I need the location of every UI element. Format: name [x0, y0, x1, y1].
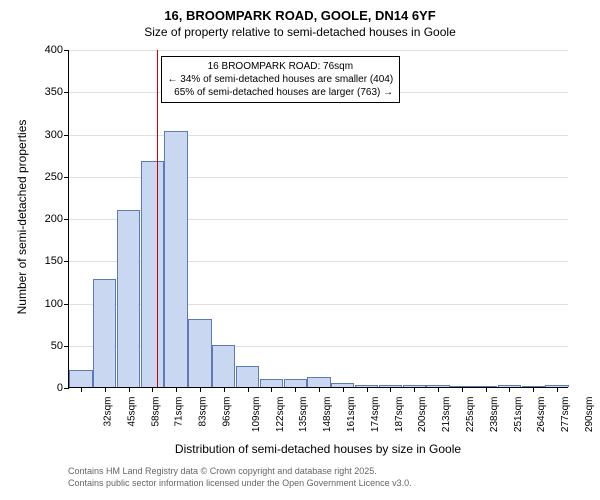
- annotation-line: 16 BROOMPARK ROAD: 76sqm: [168, 60, 394, 73]
- xtick-mark: [248, 387, 249, 392]
- xtick-label: 83sqm: [198, 397, 209, 427]
- ytick-mark: [64, 92, 69, 93]
- ytick-mark: [64, 219, 69, 220]
- footer-text: Contains HM Land Registry data © Crown c…: [68, 466, 412, 489]
- xtick-mark: [509, 387, 510, 392]
- xtick-label: 122sqm: [275, 397, 286, 433]
- xtick-label: 161sqm: [346, 397, 357, 433]
- xtick-label: 71sqm: [174, 397, 185, 427]
- annotation-line: ← 34% of semi-detached houses are smalle…: [168, 73, 394, 86]
- xtick-mark: [271, 387, 272, 392]
- ytick-mark: [64, 261, 69, 262]
- xtick-label: 148sqm: [322, 397, 333, 433]
- xtick-mark: [462, 387, 463, 392]
- annotation-box: 16 BROOMPARK ROAD: 76sqm← 34% of semi-de…: [161, 56, 401, 103]
- xtick-label: 225sqm: [465, 397, 476, 433]
- xtick-label: 213sqm: [441, 397, 452, 433]
- ytick-label: 400: [45, 44, 63, 56]
- xtick-label: 238sqm: [489, 397, 500, 433]
- ytick-mark: [64, 388, 69, 389]
- xtick-mark: [81, 387, 82, 392]
- histogram-bar: [164, 131, 187, 387]
- ytick-label: 250: [45, 171, 63, 183]
- histogram-bar: [236, 366, 259, 387]
- xtick-mark: [105, 387, 106, 392]
- chart-title: 16, BROOMPARK ROAD, GOOLE, DN14 6YF: [0, 8, 600, 23]
- xtick-mark: [390, 387, 391, 392]
- histogram-bar: [188, 319, 211, 387]
- xtick-mark: [129, 387, 130, 392]
- ytick-mark: [64, 50, 69, 51]
- xtick-mark: [533, 387, 534, 392]
- reference-line: [157, 50, 158, 387]
- xtick-label: 290sqm: [584, 397, 595, 433]
- ytick-label: 150: [45, 255, 63, 267]
- xtick-label: 96sqm: [221, 397, 232, 427]
- xtick-mark: [367, 387, 368, 392]
- histogram-bar: [307, 377, 330, 387]
- ytick-label: 100: [45, 298, 63, 310]
- xtick-mark: [557, 387, 558, 392]
- xtick-label: 264sqm: [537, 397, 548, 433]
- ytick-label: 300: [45, 129, 63, 141]
- chart-subtitle: Size of property relative to semi-detach…: [0, 25, 600, 39]
- chart-container: 16, BROOMPARK ROAD, GOOLE, DN14 6YF Size…: [0, 0, 600, 500]
- histogram-bar: [260, 379, 283, 387]
- plot-area: 05010015020025030035040032sqm45sqm58sqm7…: [68, 50, 568, 388]
- ytick-label: 350: [45, 86, 63, 98]
- xtick-label: 174sqm: [370, 397, 381, 433]
- histogram-bar: [69, 370, 92, 387]
- xtick-mark: [343, 387, 344, 392]
- x-axis-title: Distribution of semi-detached houses by …: [68, 442, 568, 456]
- xtick-label: 109sqm: [251, 397, 262, 433]
- xtick-mark: [200, 387, 201, 392]
- xtick-mark: [176, 387, 177, 392]
- title-block: 16, BROOMPARK ROAD, GOOLE, DN14 6YF Size…: [0, 0, 600, 39]
- xtick-label: 277sqm: [560, 397, 571, 433]
- xtick-mark: [152, 387, 153, 392]
- xtick-label: 187sqm: [394, 397, 405, 433]
- xtick-label: 200sqm: [418, 397, 429, 433]
- histogram-bar: [93, 279, 116, 387]
- ytick-mark: [64, 346, 69, 347]
- xtick-mark: [414, 387, 415, 392]
- xtick-mark: [224, 387, 225, 392]
- xtick-label: 58sqm: [150, 397, 161, 427]
- xtick-mark: [438, 387, 439, 392]
- histogram-bar: [141, 161, 164, 387]
- annotation-line: 65% of semi-detached houses are larger (…: [168, 86, 394, 99]
- histogram-bar: [117, 210, 140, 387]
- gridline: [69, 135, 568, 136]
- xtick-mark: [319, 387, 320, 392]
- ytick-label: 0: [57, 382, 63, 394]
- histogram-bar: [284, 379, 307, 387]
- gridline: [69, 50, 568, 51]
- footer-line-1: Contains HM Land Registry data © Crown c…: [68, 466, 412, 478]
- ytick-label: 50: [51, 340, 63, 352]
- y-axis-title: Number of semi-detached properties: [15, 117, 29, 317]
- xtick-label: 45sqm: [126, 397, 137, 427]
- xtick-mark: [486, 387, 487, 392]
- xtick-label: 251sqm: [513, 397, 524, 433]
- footer-line-2: Contains public sector information licen…: [68, 478, 412, 490]
- histogram-bar: [212, 345, 235, 387]
- ytick-mark: [64, 135, 69, 136]
- xtick-label: 32sqm: [102, 397, 113, 427]
- ytick-label: 200: [45, 213, 63, 225]
- ytick-mark: [64, 304, 69, 305]
- ytick-mark: [64, 177, 69, 178]
- xtick-mark: [295, 387, 296, 392]
- xtick-label: 135sqm: [298, 397, 309, 433]
